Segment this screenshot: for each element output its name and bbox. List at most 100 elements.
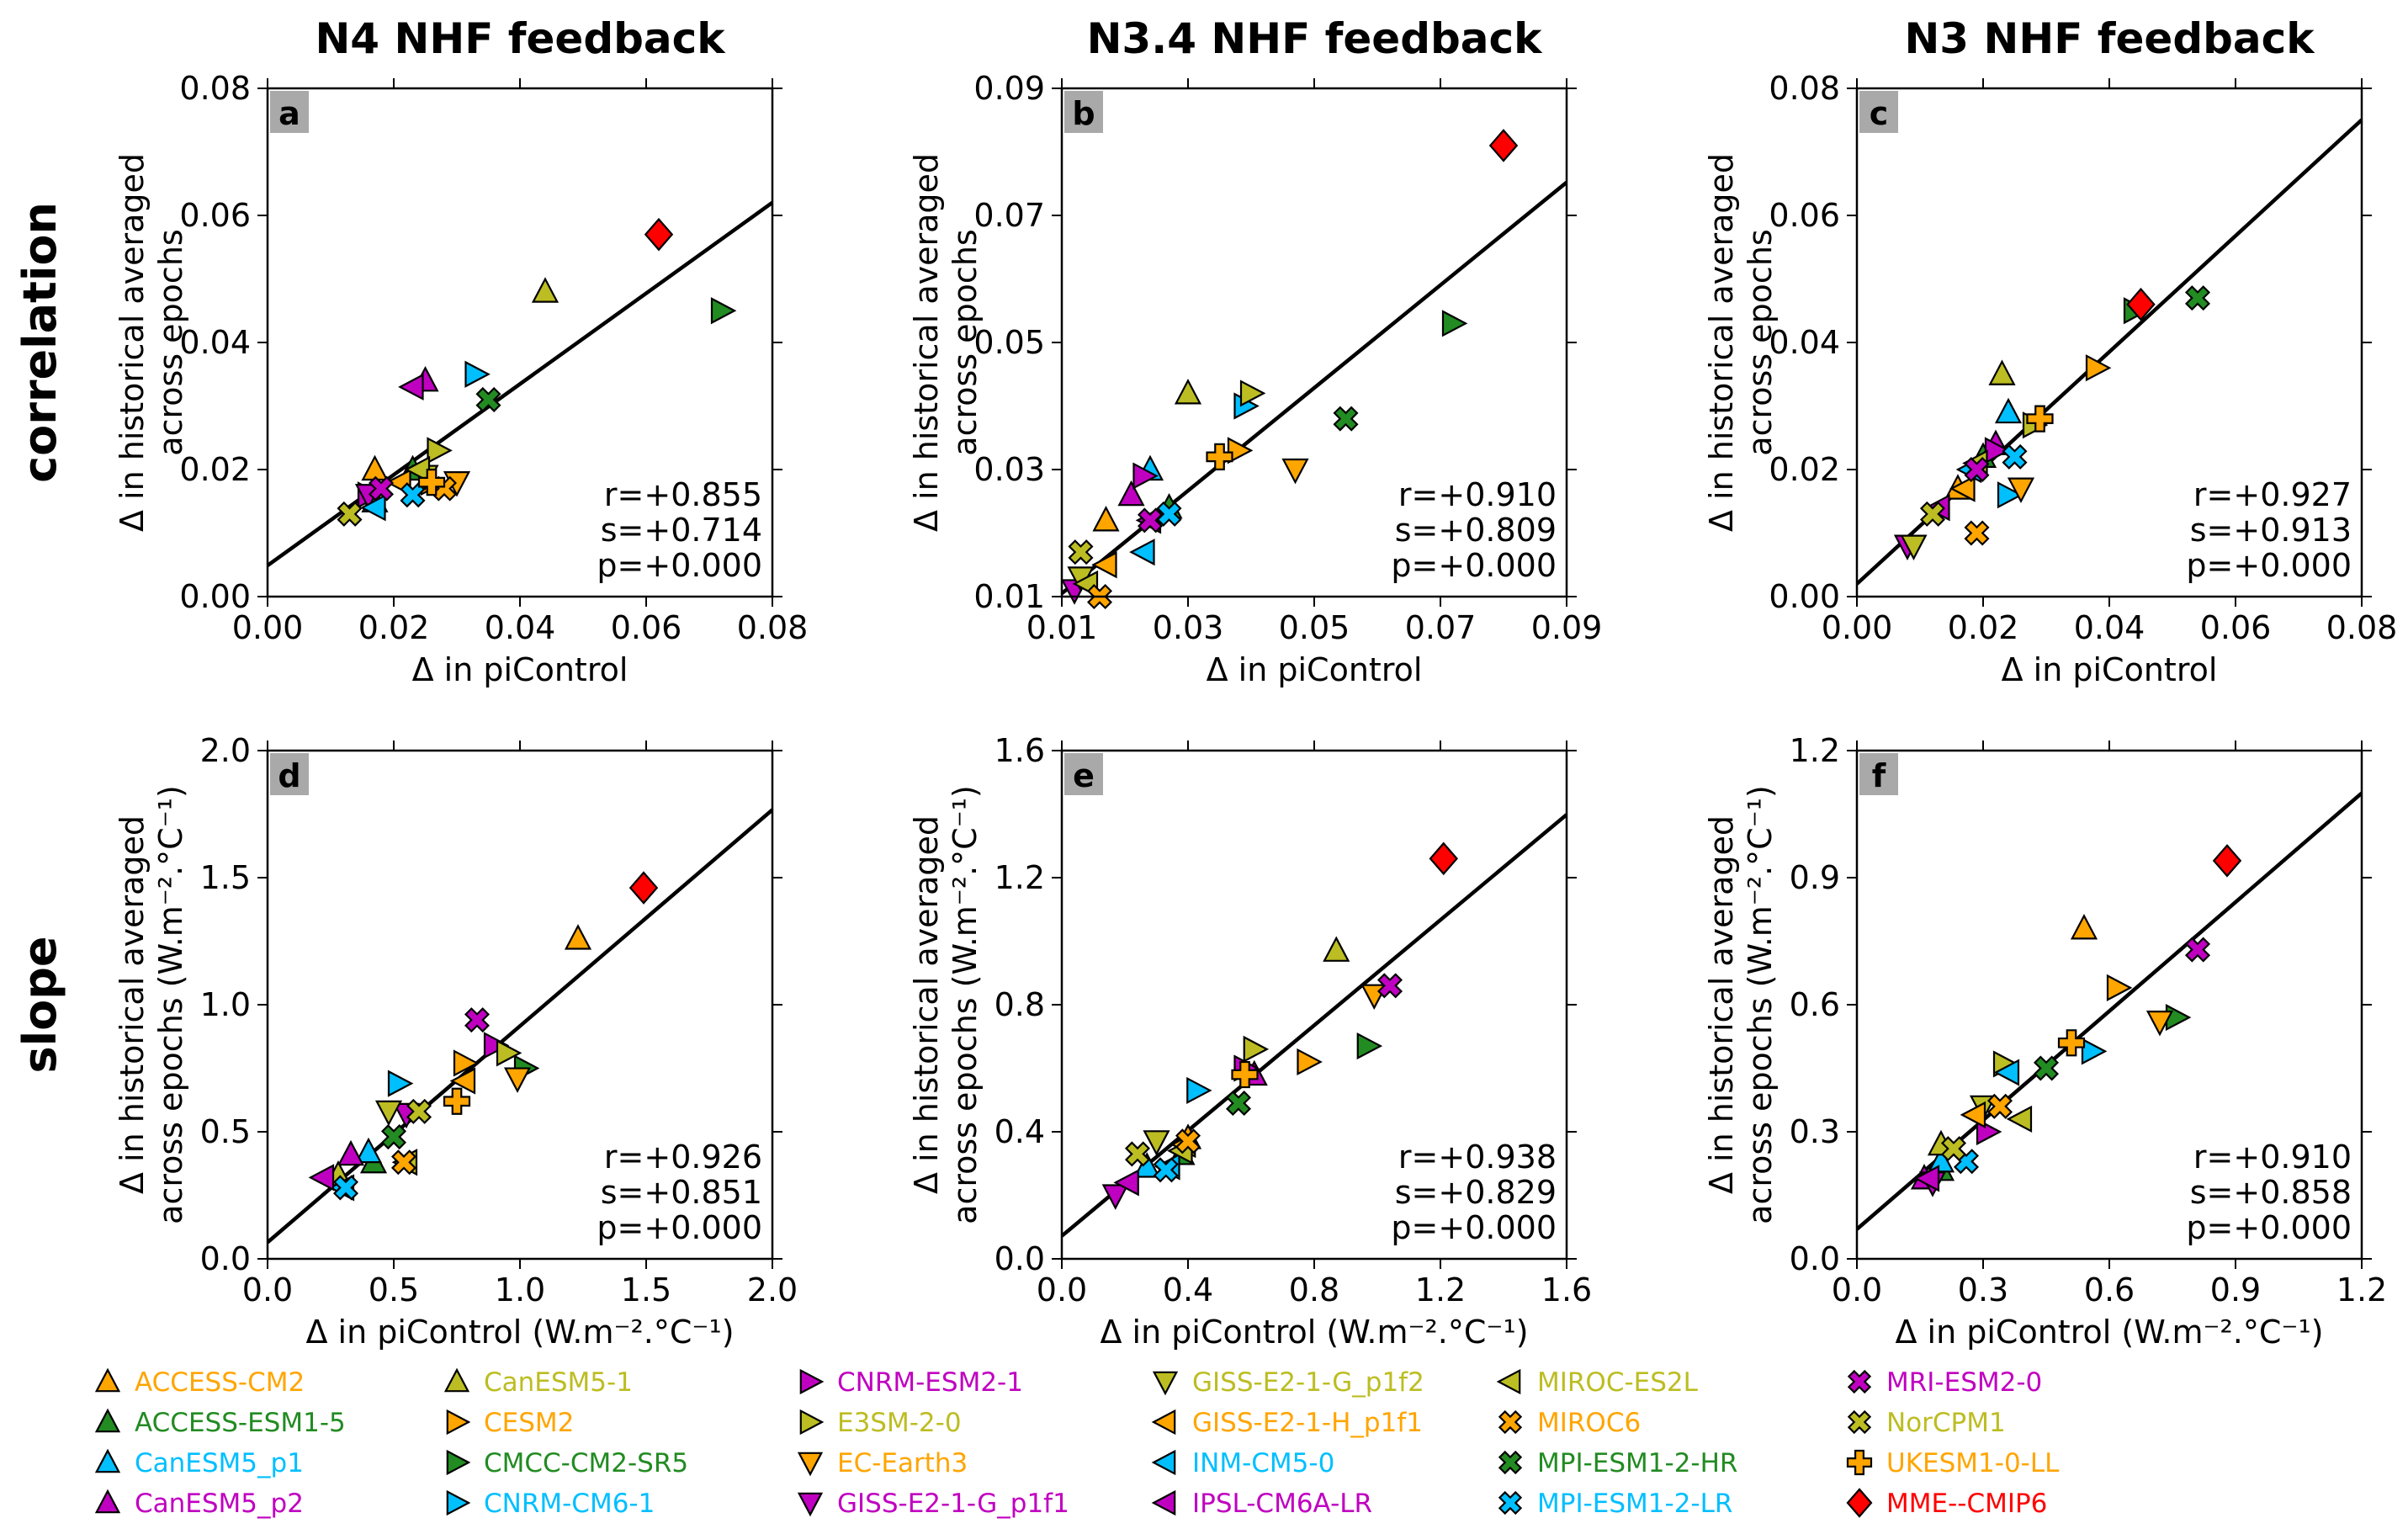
y-axis-label-line: across epochs (W.m⁻².°C⁻¹) — [152, 785, 189, 1224]
y-axis-label-line: across epochs — [947, 229, 984, 455]
legend-marker — [94, 1408, 121, 1433]
x-tick-label: 1.2 — [1415, 1271, 1466, 1308]
data-point — [390, 1149, 417, 1176]
legend-marker — [797, 1452, 824, 1477]
data-point — [400, 482, 426, 508]
stat-text: p=+0.000 — [597, 547, 762, 584]
x-axis-label: Δ in piControl — [2002, 651, 2218, 688]
legend-label: GISS-E2-1-H_p1f1 — [1192, 1408, 1423, 1438]
legend-marker — [446, 1409, 471, 1436]
panel-label: a — [278, 95, 300, 132]
panel-b: N3.4 NHF feedback 0.01 0.03 0.05 0.07 0.09 0.0… — [908, 14, 1602, 688]
y-axis-label-line: Δ in historical averaged — [908, 815, 945, 1194]
y-tick-label: 0.0 — [1790, 1240, 1840, 1277]
y-tick-label: 0.09 — [973, 70, 1045, 107]
legend-item: ACCESS-ESM1-5 — [94, 1408, 346, 1438]
data-point — [2165, 1004, 2192, 1032]
data-point — [2184, 937, 2211, 963]
data-point — [2184, 285, 2211, 311]
data-point — [2145, 1011, 2174, 1037]
y-tick-label: 0.04 — [179, 324, 251, 361]
data-point — [2002, 443, 2028, 470]
legend-item: MPI-ESM1-2-LR — [1498, 1489, 1732, 1519]
data-point — [1960, 1101, 1986, 1128]
legend-marker — [1151, 1449, 1176, 1476]
y-tick-label: 0.06 — [179, 197, 251, 234]
data-point — [464, 1007, 491, 1033]
stat-text: s=+0.809 — [1395, 512, 1557, 549]
x-tick-label: 0.01 — [1026, 609, 1098, 646]
legend-marker — [1846, 1449, 1873, 1476]
plot-frame — [266, 749, 774, 1261]
data-point — [1175, 1128, 1201, 1154]
data-point — [1323, 936, 1350, 962]
data-point — [2212, 844, 2242, 878]
data-point — [398, 373, 424, 401]
legend-marker — [1151, 1489, 1176, 1516]
x-tick-label: 0.07 — [1405, 609, 1477, 646]
legend-label: MIROC-ES2L — [1537, 1367, 1699, 1398]
legend-label: IPSL-CM6A-LR — [1192, 1489, 1372, 1519]
data-point — [531, 277, 560, 303]
x-axis-label: Δ in piControl — [1207, 651, 1423, 688]
data-point — [1186, 1076, 1212, 1105]
stat-text: r=+0.910 — [1398, 476, 1557, 513]
legend-label: ACCESS-ESM1-5 — [135, 1408, 346, 1438]
y-axis-label-line: Δ in historical averaged — [908, 153, 945, 532]
stat-text: s=+0.913 — [2190, 512, 2352, 549]
plot-frame — [1060, 87, 1568, 598]
data-point — [443, 1087, 471, 1115]
plot-frame — [266, 87, 774, 598]
data-point — [1994, 397, 2023, 424]
data-point — [1913, 1165, 1940, 1192]
y-axis-label-line: across epochs (W.m⁻².°C⁻¹) — [1742, 785, 1779, 1224]
legend-label: MIROC6 — [1537, 1408, 1641, 1438]
y-tick-label: 0.02 — [1769, 451, 1840, 488]
y-tick-label: 0.00 — [1769, 578, 1840, 615]
x-axis-label: Δ in piControl (W.m⁻².°C⁻¹) — [305, 1314, 734, 1351]
legend: ACCESS-CM2 ACCESS-ESM1-5 CanESM5_p1 CanESM5… — [94, 1367, 2060, 1519]
data-point — [644, 217, 674, 252]
x-tick-label: 0.09 — [1531, 609, 1603, 646]
x-tick-label: 0.08 — [737, 609, 809, 646]
data-point — [629, 871, 659, 905]
panel-label-box — [1064, 753, 1103, 795]
stat-text: p=+0.000 — [1391, 1209, 1557, 1246]
data-point — [1993, 1059, 2020, 1086]
y-axis-label-line: Δ in historical averaged — [1703, 815, 1740, 1194]
data-point — [464, 360, 491, 388]
panel-label: f — [1872, 757, 1886, 794]
stat-text: p=+0.000 — [1391, 547, 1557, 584]
data-point — [360, 494, 386, 522]
legend-item: MME--CMIP6 — [1846, 1488, 2047, 1519]
data-point — [332, 1175, 359, 1201]
x-tick-label: 0.0 — [1832, 1271, 1882, 1308]
y-axis-label: Δ in historical averagedacross epochs (W… — [114, 785, 189, 1224]
panel-label: c — [1870, 95, 1889, 132]
x-tick-label: 0.3 — [1958, 1271, 2008, 1308]
legend-marker — [1846, 1488, 1873, 1518]
data-point — [1243, 1035, 1270, 1063]
legend-marker — [1847, 1409, 1872, 1435]
y-tick-label: 0.08 — [1769, 70, 1840, 107]
y-tick-label: 0.3 — [1790, 1113, 1840, 1150]
data-point — [427, 437, 453, 464]
y-axis-label: Δ in historical averagedacross epochs — [1703, 153, 1779, 532]
legend-marker — [799, 1409, 825, 1436]
y-tick-label: 0.04 — [1769, 324, 1840, 361]
data-point — [354, 1137, 383, 1164]
data-point — [496, 1039, 522, 1067]
legend-item: GISS-E2-1-H_p1f1 — [1151, 1408, 1423, 1438]
y-axis-label-line: Δ in historical averaged — [114, 815, 151, 1194]
y-tick-label: 0.02 — [179, 451, 251, 488]
y-tick-label: 0.05 — [973, 324, 1045, 361]
y-tick-label: 0.0 — [994, 1240, 1045, 1277]
panel-label-box — [270, 753, 309, 795]
plot-frame — [1855, 749, 2363, 1261]
data-point — [2007, 477, 2035, 504]
data-point — [1441, 310, 1468, 337]
stat-text: s=+0.858 — [2190, 1174, 2352, 1211]
data-point — [1117, 480, 1145, 507]
legend-label: MRI-ESM2-0 — [1886, 1367, 2042, 1398]
x-tick-label: 0.00 — [1822, 609, 1893, 646]
